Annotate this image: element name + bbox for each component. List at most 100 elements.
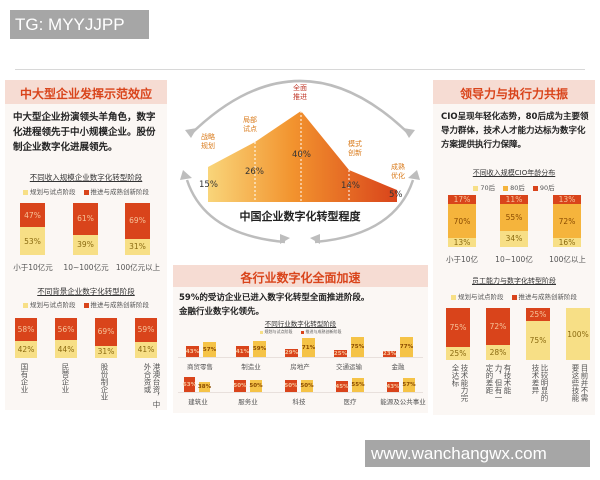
industry-label: 建筑业 — [188, 398, 208, 406]
industry-bar-yellow: 55% — [351, 378, 365, 392]
industry-label: 能源及公共事业 — [380, 398, 426, 406]
baseline — [178, 392, 423, 393]
bar-stack: 69% 31% — [95, 318, 117, 358]
bar-segment: 72% — [486, 308, 510, 346]
bar-segment: 75% — [526, 321, 550, 360]
bar-segment: 70% — [448, 204, 476, 238]
x-axis-label: 技术能力完全达标 — [451, 364, 469, 402]
legend-swatch — [83, 302, 89, 308]
x-axis-label: 比较明显的技术差异 — [531, 364, 549, 402]
bar-segment: 72% — [553, 204, 581, 238]
x-axis-label: 港澳台资，中外合资或 — [143, 363, 161, 408]
x-axis-label: 有技术能力，但有一定的差距 — [485, 364, 512, 402]
x-axis-label: 10~100亿元 — [63, 263, 109, 272]
bar-stack: 56% 44% — [55, 318, 77, 358]
bar-segment: 41% — [135, 341, 157, 358]
bar-segment: 11% — [500, 195, 528, 204]
industry-bar-yellow: 71% — [302, 338, 315, 357]
industry-bar-yellow: 57% — [203, 342, 216, 357]
bar-stack: 59% 41% — [135, 318, 157, 358]
bar-segment: 69% — [95, 318, 117, 346]
legend-item: 规划与试点阶段 — [451, 291, 504, 301]
stage-percent: 5% — [389, 190, 403, 200]
bar-stack: 61% 39% — [73, 203, 98, 255]
x-axis-label: 100亿以上 — [549, 255, 586, 264]
legend-swatch — [23, 302, 28, 308]
stage-label: 局部 试点 — [243, 116, 257, 133]
industry-bar-red: 25% — [333, 350, 348, 357]
bar-segment: 39% — [73, 234, 98, 255]
divider — [15, 69, 585, 70]
industry-bar-red: 45% — [335, 381, 349, 392]
bar-segment: 59% — [135, 318, 157, 342]
bar-segment: 53% — [20, 227, 45, 255]
industry-label: 医疗 — [343, 398, 357, 406]
industry-label: 制造业 — [241, 363, 261, 371]
bar-stack: 75% 25% — [446, 308, 470, 360]
bar-stack: 100% — [566, 308, 590, 360]
x-axis-label: 100亿元以上 — [115, 263, 161, 272]
baseline — [178, 357, 423, 358]
left-panel-title: 中大型企业发挥示范效应 — [5, 80, 167, 104]
x-axis-label: 股份制企业 — [100, 363, 109, 401]
bar-stack: 11% 55% 34% — [500, 195, 528, 247]
x-axis-label: 目前并不需要这些技能 — [571, 364, 589, 402]
bar-segment: 47% — [20, 203, 45, 228]
industry-bar-red: 50% — [233, 380, 247, 392]
left-panel-description: 中大型企业扮演领头羊角色，数字化进程领先于中小规模企业。股份制企业数字化进展领先… — [13, 112, 156, 153]
industry-bar-yellow: 38% — [197, 382, 212, 392]
bar-segment: 100% — [566, 308, 590, 360]
industry-bar-red: 43% — [186, 346, 199, 357]
cio-chart-title: 不同收入规模CIO年龄分布 — [472, 169, 556, 177]
industry-bar-red: 29% — [284, 349, 299, 357]
bar-segment: 55% — [500, 204, 528, 231]
industry-bar-yellow: 57% — [402, 378, 416, 392]
industry-label: 交通运输 — [336, 363, 362, 371]
stage-label: 战略 规划 — [201, 133, 215, 150]
center-panel: 各行业数字化全面加速 59%的受访企业已进入数字化转型全面推进阶段。 金融行业数… — [173, 265, 428, 413]
stage-percent: 26% — [245, 167, 264, 177]
legend-item: 推进与成熟创新阶段 — [83, 299, 149, 309]
legend-item: 规划与试点阶段 — [23, 186, 76, 196]
bar-stack: 47% 53% — [20, 203, 45, 255]
stage-label: 成熟 优化 — [391, 163, 405, 180]
industry-label: 科技 — [292, 398, 306, 406]
legend-item: 80后 — [503, 182, 525, 192]
bar-segment: 25% — [446, 347, 470, 360]
bar-segment: 42% — [15, 341, 37, 358]
legend-swatch — [259, 330, 263, 334]
employee-chart-title: 员工能力与数字化转型阶段 — [472, 277, 556, 285]
legend-swatch — [473, 185, 479, 191]
legend-swatch — [300, 330, 304, 334]
bar-segment: 44% — [55, 340, 77, 358]
industry-bar-red: 50% — [284, 380, 298, 392]
center-description-1: 59%的受访企业已进入数字化转型全面推进阶段。 — [179, 293, 370, 303]
bar-stack: 25% 75% — [526, 308, 550, 360]
legend-item: 规划与试点阶段 — [259, 329, 293, 335]
industry-bar-red: 41% — [236, 346, 249, 357]
curve-title: 中国企业数字化转型程度 — [239, 210, 361, 223]
legend-item: 推进与成熟创新阶段 — [83, 186, 149, 196]
industry-legend: 规划与试点阶段 推进与成熟创新阶段 — [173, 329, 428, 335]
bar-segment: 56% — [55, 318, 77, 341]
bar-segment: 75% — [446, 308, 470, 347]
watermark-tag: TG: MYYJJPP — [10, 10, 149, 39]
cycle-arrows — [180, 79, 420, 244]
stage-label: 全面 推进 — [293, 84, 307, 101]
bar-stack: 17% 70% 13% — [448, 195, 476, 247]
bar-segment: 61% — [73, 203, 98, 235]
bar-stack: 69% 31% — [125, 203, 150, 255]
bar-segment: 13% — [553, 195, 581, 204]
industry-bar-red: 43% — [386, 382, 400, 392]
right-panel-description: CIO呈现年轻化态势，80后成为主要领导力群体，技术人才能力达标为数字化方案提供… — [441, 112, 589, 150]
stage-percent: 15% — [199, 180, 218, 190]
x-axis-label: 民营企业 — [61, 363, 70, 393]
legend-item: 推进与成熟创新阶段 — [300, 329, 342, 335]
legend-swatch — [511, 294, 517, 300]
legend-swatch — [532, 185, 538, 191]
industry-label: 金融 — [391, 363, 405, 371]
industry-bar-yellow: 50% — [249, 380, 263, 392]
bar-segment: 69% — [125, 203, 150, 239]
bar-segment: 31% — [125, 238, 150, 255]
industry-bar-yellow: 75% — [351, 337, 364, 357]
